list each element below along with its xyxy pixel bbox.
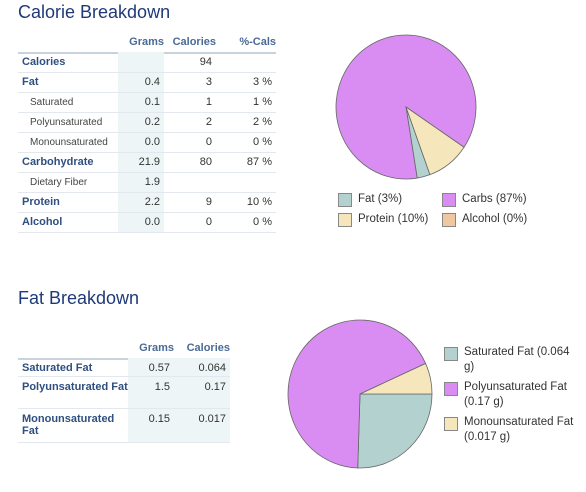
legend-alcohol: Alcohol (0%) [442,213,527,227]
cell-calories: 1 [164,92,216,113]
cell-pct [216,52,276,73]
pie-slice-polyunsaturated-fat [287,319,427,469]
legend-fat-label: Fat (3%) [358,193,403,205]
cell-pct [216,172,276,193]
cell-calories: 0 [164,212,216,233]
cell-grams: 1.9 [118,172,164,193]
fat-table-body: Saturated Fat 0.57 0.064 Polyunsaturated Fa… [18,358,230,443]
row-label: Carbohydrate [18,152,118,173]
legend-polyunsaturated-label: Polyunsaturated Fat (0.17 g) [464,381,567,408]
cell-calories: 9 [164,192,216,213]
calorie-row-protein: Protein 2.2 9 10 % [18,192,276,213]
cell-calories: 2 [164,112,216,133]
calorie-pie-chart [335,34,477,180]
fat-breakdown-title: Fat Breakdown [18,288,140,308]
calorie-row-calories: Calories 94 [18,52,276,73]
pie-slice-monounsaturated-fat [359,362,433,395]
cell-grams: 0.15 [128,408,174,443]
calorie-table: Grams Calories %-Cals [18,32,276,54]
calorie-row-fat: Fat 0.4 3 3 % [18,72,276,93]
cell-grams: 0.1 [118,92,164,113]
row-label: Saturated Fat [18,358,128,377]
legend-polyunsaturated-fat: Polyunsaturated Fat (0.17 g) [444,380,580,410]
legend-monounsaturated-fat: Monounsaturated Fat (0.017 g) [444,415,580,445]
calorie-row-alcohol: Alcohol 0.0 0 0 % [18,212,276,233]
cell-grams [118,52,164,73]
calorie-table-body: Calories 94 Fat 0.4 3 3 % Saturated 0.1 1 1 % Poly… [18,52,276,233]
row-label: Monounsaturated Fat [18,408,128,443]
carbs-swatch [442,193,456,207]
fat-row-saturated-fat: Saturated Fat 0.57 0.064 [18,358,230,377]
legend-carbs: Carbs (87%) [442,193,527,207]
calorie-row-saturated: Saturated 0.1 1 1 % [18,92,276,113]
cell-grams: 1.5 [128,376,174,409]
cell-grams: 0.2 [118,112,164,133]
row-label: Saturated [18,92,118,113]
cell-pct: 1 % [216,92,276,113]
pie-slice-saturated-fat [357,393,433,469]
legend-alcohol-label: Alcohol (0%) [462,213,528,225]
legend-saturated-fat: Saturated Fat (0.064 g) [444,345,580,375]
protein-swatch [338,213,352,227]
legend-fat: Fat (3%) [338,193,402,207]
cell-pct: 0 % [216,132,276,153]
row-label: Protein [18,192,118,213]
cell-grams: 21.9 [118,152,164,173]
cell-grams: 2.2 [118,192,164,213]
legend-protein-label: Protein (10%) [358,213,429,225]
row-label: Calories [18,52,118,73]
fat-col-header-grams: Grams [128,338,174,360]
cell-pct: 2 % [216,112,276,133]
legend-saturated-label: Saturated Fat (0.064 g) [464,346,570,373]
row-label: Fat [18,72,118,93]
legend-protein: Protein (10%) [338,213,428,227]
calorie-row-carbohydrate: Carbohydrate 21.9 80 87 % [18,152,276,173]
cell-grams: 0.0 [118,132,164,153]
pie-slice-protein [405,105,465,176]
cell-calories [164,172,216,193]
cell-calories: 0.17 [174,376,230,409]
fat-pie-chart [287,319,433,469]
legend-carbs-label: Carbs (87%) [462,193,527,205]
calorie-row-polyunsaturated: Polyunsaturated 0.2 2 2 % [18,112,276,133]
cell-calories: 3 [164,72,216,93]
row-label: Polyunsaturated Fat [18,376,128,409]
alcohol-swatch [442,213,456,227]
cell-calories: 0.064 [174,358,230,377]
cell-calories: 0 [164,132,216,153]
row-label: Alcohol [18,212,118,233]
cell-pct: 87 % [216,152,276,173]
col-header-calories: Calories [164,32,216,54]
cell-grams: 0.0 [118,212,164,233]
cell-calories: 0.017 [174,408,230,443]
cell-calories: 80 [164,152,216,173]
fat-row-monounsaturated-fat: Monounsaturated Fat 0.15 0.017 [18,408,230,443]
cell-calories: 94 [164,52,216,73]
row-label: Polyunsaturated [18,112,118,133]
fat-table: Grams Calories [18,338,230,360]
cell-pct: 3 % [216,72,276,93]
legend-monounsaturated-label: Monounsaturated Fat (0.017 g) [464,416,574,443]
calorie-breakdown-title: Calorie Breakdown [18,2,171,22]
fat-swatch [338,193,352,207]
row-label: Monounsaturated [18,132,118,153]
cell-pct: 0 % [216,212,276,233]
cell-pct: 10 % [216,192,276,213]
polyunsaturated-swatch [444,382,458,396]
saturated-swatch [444,347,458,361]
cell-grams: 0.57 [128,358,174,377]
fat-row-polyunsaturated-fat: Polyunsaturated Fat 1.5 0.17 [18,376,230,409]
cell-grams: 0.4 [118,72,164,93]
col-header-pct-cals: %-Cals [216,32,276,54]
monounsaturated-swatch [444,417,458,431]
row-label: Dietary Fiber [18,172,118,193]
col-header-grams: Grams [118,32,164,54]
calorie-row-monounsaturated: Monounsaturated 0.0 0 0 % [18,132,276,153]
fat-col-header-calories: Calories [174,338,230,360]
calorie-row-dietary-fiber: Dietary Fiber 1.9 [18,172,276,193]
